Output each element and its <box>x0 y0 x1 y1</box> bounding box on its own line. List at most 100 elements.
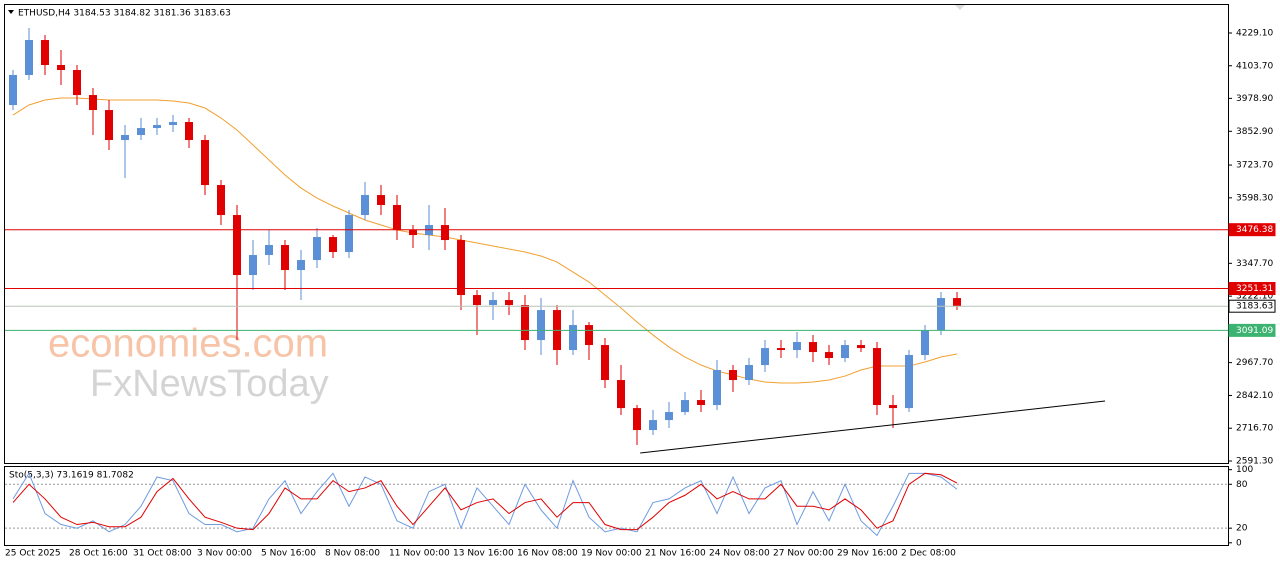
x-tick-label: 24 Nov 08:00 <box>709 549 770 559</box>
candle-body <box>777 348 785 351</box>
y-tick-label: 20 <box>1236 524 1248 534</box>
candle-body <box>457 240 465 296</box>
candle-body <box>233 215 241 276</box>
x-tick-label: 19 Nov 00:00 <box>581 549 642 559</box>
candle-body <box>521 305 529 341</box>
y-tick-label: 4103.70 <box>1236 61 1273 71</box>
x-tick-label: 13 Nov 16:00 <box>453 549 514 559</box>
candle-body <box>937 298 945 331</box>
price-tag <box>1228 323 1276 337</box>
y-tick-label: 3723.70 <box>1236 161 1273 171</box>
candle-body <box>825 352 833 359</box>
y-tick-label: 2967.70 <box>1236 358 1273 368</box>
stoch-panel <box>4 466 1229 546</box>
candle-body <box>681 400 689 413</box>
y-tick-label: 3852.90 <box>1236 127 1273 137</box>
y-tick-label: 3598.30 <box>1236 193 1273 203</box>
candle-body <box>329 237 337 253</box>
main-panel <box>4 4 1229 464</box>
y-tick-label: 3222.10 <box>1236 292 1273 302</box>
candle-body <box>361 195 369 216</box>
y-tick-label: 80 <box>1236 480 1248 490</box>
x-tick-label: 21 Nov 16:00 <box>645 549 706 559</box>
x-tick-label: 25 Oct 2025 <box>5 549 61 559</box>
price-tag <box>1228 223 1276 237</box>
candle-body <box>9 75 17 106</box>
watermark: economies.com <box>48 322 328 366</box>
x-tick-label: 27 Nov 00:00 <box>773 549 834 559</box>
candle-body <box>601 345 609 381</box>
candle-body <box>713 370 721 406</box>
y-tick-label: 100 <box>1236 465 1253 475</box>
candle-body <box>617 380 625 409</box>
y-tick-label: 2716.70 <box>1236 424 1273 434</box>
candle-body <box>185 122 193 141</box>
candle-body <box>761 348 769 366</box>
candle-body <box>121 135 129 141</box>
candle-body <box>857 345 865 349</box>
candle-body <box>105 110 113 141</box>
candle-body <box>345 215 353 253</box>
candle-body <box>217 185 225 216</box>
candle-body <box>841 345 849 359</box>
candle-body <box>57 65 65 71</box>
x-tick-label: 29 Nov 16:00 <box>837 549 898 559</box>
x-tick-label: 16 Nov 08:00 <box>517 549 578 559</box>
moving-average <box>12 97 958 384</box>
candle-body <box>889 405 897 409</box>
candle-body <box>505 300 513 306</box>
candle-body <box>313 237 321 261</box>
y-tick-label: 0 <box>1236 538 1242 548</box>
price-tag-label: 3183.63 <box>1236 302 1273 312</box>
candle-body <box>201 140 209 186</box>
chart-title: ETHUSD,H4 3184.53 3184.82 3181.36 3183.6… <box>18 9 231 19</box>
candle-body <box>281 245 289 271</box>
candle-body <box>809 342 817 353</box>
candle-body <box>153 125 161 129</box>
x-tick-label: 11 Nov 00:00 <box>389 549 450 559</box>
y-tick-label: 3978.90 <box>1236 94 1273 104</box>
price-tag-label: 3251.31 <box>1236 284 1273 294</box>
shift-marker <box>955 5 965 10</box>
candle-body <box>25 40 33 76</box>
symbol-arrow <box>8 10 14 14</box>
candle-body <box>569 325 577 351</box>
candle-body <box>89 95 97 111</box>
candle-body <box>377 195 385 206</box>
candle-body <box>473 295 481 306</box>
y-tick-label: 2842.10 <box>1236 391 1273 401</box>
candle-body <box>169 122 177 126</box>
trendline <box>640 400 1106 454</box>
candle-body <box>41 40 49 66</box>
candle-body <box>873 348 881 406</box>
x-tick-label: 3 Nov 00:00 <box>197 549 252 559</box>
candle-body <box>297 260 305 271</box>
candle-body <box>649 420 657 431</box>
candle-body <box>393 205 401 231</box>
candle-body <box>633 408 641 431</box>
x-tick-label: 28 Oct 16:00 <box>69 549 128 559</box>
candle-body <box>953 298 961 307</box>
indicator-title: Sto(5,3,3) 73.1619 81.7082 <box>9 471 134 481</box>
candle-body <box>905 355 913 409</box>
price-tag <box>1228 299 1276 313</box>
candle-body <box>265 245 273 256</box>
x-tick-label: 2 Dec 08:00 <box>901 549 956 559</box>
candle-body <box>137 128 145 136</box>
candle-body <box>729 370 737 381</box>
y-tick-label: 4229.10 <box>1236 28 1273 38</box>
candle-body <box>921 330 929 356</box>
x-tick-label: 31 Oct 08:00 <box>133 549 192 559</box>
candle-body <box>249 255 257 276</box>
x-tick-label: 5 Nov 16:00 <box>261 549 316 559</box>
candle-body <box>441 225 449 241</box>
y-tick-label: 2591.30 <box>1236 456 1273 466</box>
candle-body <box>665 412 673 421</box>
x-tick-label: 8 Nov 08:00 <box>325 549 380 559</box>
candle-body <box>793 342 801 351</box>
candle-body <box>745 365 753 381</box>
y-tick-label: 3347.70 <box>1236 259 1273 269</box>
price-tag-label: 3476.38 <box>1236 225 1273 235</box>
